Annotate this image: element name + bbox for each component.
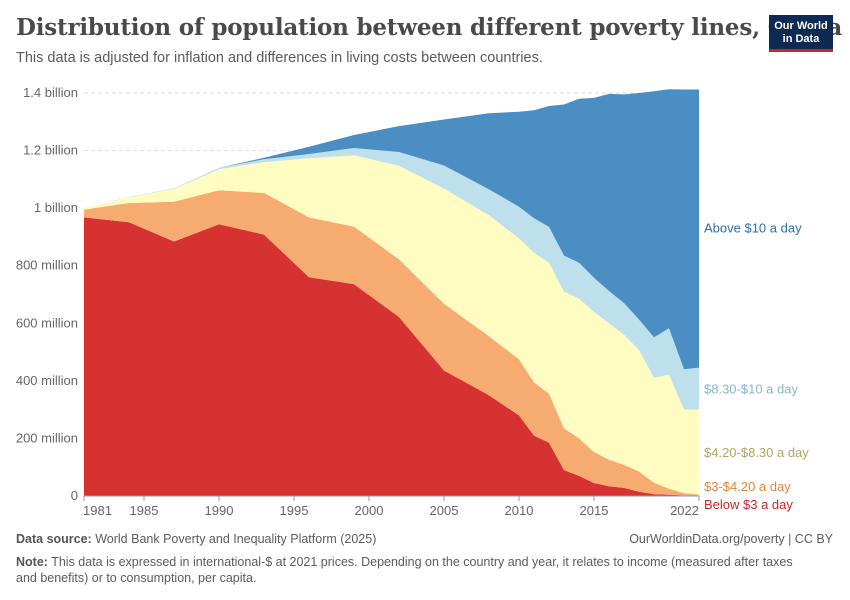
x-tick-label: 2000 [355, 503, 384, 518]
axes: 0 200 million 400 million 600 million 800 mi… [16, 85, 700, 518]
y-tick-label: 1.4 billion [23, 85, 78, 100]
source-text[interactable]: World Bank Poverty and Inequality Platfo… [95, 532, 377, 546]
series-label: $4.20-$8.30 a day [704, 445, 809, 460]
chart-subtitle: This data is adjusted for inflation and … [16, 50, 543, 66]
x-tick-label: 1981 [83, 503, 112, 518]
x-tick-label: 1990 [205, 503, 234, 518]
y-tick-label: 200 million [16, 430, 78, 445]
area-3[interactable] [84, 148, 699, 410]
y-tick-label: 600 million [16, 315, 78, 330]
area-0[interactable] [84, 217, 699, 496]
logo-line-1: Our World [774, 20, 828, 32]
area-4[interactable] [84, 89, 699, 370]
license-link[interactable]: OurWorldinData.org/poverty | CC BY [629, 532, 833, 546]
source-label: Data source: [16, 532, 92, 546]
x-tick-label: 2022 [670, 503, 699, 518]
y-tick-label: 400 million [16, 373, 78, 388]
data-source: Data source: World Bank Poverty and Ineq… [16, 532, 376, 546]
series-label: $8.30-$10 a day [704, 381, 798, 396]
y-tick-label: 1.2 billion [23, 143, 78, 158]
x-tick-label: 2015 [580, 503, 609, 518]
area-2[interactable] [84, 155, 699, 495]
y-tick-label: 0 [71, 488, 78, 503]
note-label: Note: [16, 555, 48, 569]
logo-line-2: in Data [782, 33, 820, 45]
series-label: Above $10 a day [704, 220, 802, 235]
x-tick-label: 2010 [505, 503, 534, 518]
series-label: Below $3 a day [704, 497, 793, 512]
chart-title: Distribution of population between diffe… [16, 14, 843, 41]
series-label: $3-$4.20 a day [704, 479, 791, 494]
x-tick-label: 1985 [130, 503, 159, 518]
note: Note: This data is expressed in internat… [16, 554, 816, 586]
x-tick-label: 2005 [430, 503, 459, 518]
owid-logo[interactable]: Our World in Data [769, 15, 833, 52]
y-tick-label: 800 million [16, 258, 78, 273]
x-tick-label: 1995 [280, 503, 309, 518]
area-1[interactable] [84, 190, 699, 496]
note-text: This data is expressed in international-… [16, 555, 793, 585]
area-layers [84, 89, 699, 496]
series-labels: Below $3 a day $3-$4.20 a day $4.20-$8.30 … [704, 220, 809, 512]
y-tick-label: 1 billion [34, 200, 78, 215]
